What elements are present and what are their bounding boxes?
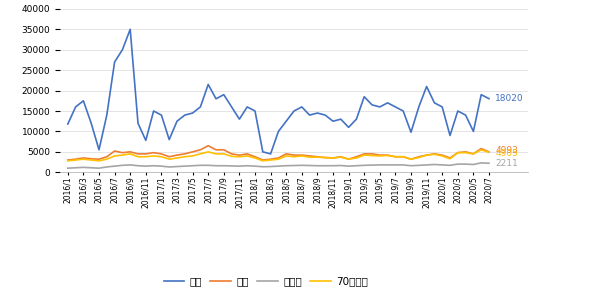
- 70城合计: [470, 152, 477, 156]
- Line: 二线: 二线: [68, 146, 489, 160]
- 三四线: [478, 161, 485, 165]
- 二线: [142, 152, 149, 156]
- 70城合计: [142, 155, 149, 159]
- 三四线: [64, 166, 71, 170]
- Text: 4905: 4905: [495, 149, 518, 158]
- Line: 一线: 一线: [68, 29, 489, 154]
- 70城合计: [478, 148, 485, 151]
- 三四线: [166, 165, 173, 169]
- Line: 三四线: 三四线: [68, 163, 489, 168]
- 70城合计: [485, 151, 493, 154]
- Text: 2211: 2211: [495, 159, 518, 168]
- 三四线: [470, 163, 477, 166]
- 三四线: [142, 164, 149, 168]
- 70城合计: [111, 154, 118, 158]
- 一线: [111, 60, 118, 64]
- 二线: [166, 155, 173, 159]
- 70城合计: [166, 157, 173, 161]
- 70城合计: [220, 152, 227, 156]
- 二线: [228, 152, 235, 156]
- 一线: [485, 97, 493, 100]
- 三四线: [485, 162, 493, 165]
- 二线: [478, 147, 485, 150]
- Text: 18020: 18020: [495, 94, 524, 103]
- 三四线: [220, 164, 227, 168]
- Line: 70城合计: 70城合计: [68, 150, 489, 161]
- 三四线: [111, 164, 118, 168]
- 二线: [111, 149, 118, 153]
- 一线: [228, 105, 235, 109]
- Text: 4993: 4993: [495, 146, 518, 155]
- 一线: [267, 152, 274, 156]
- 二线: [205, 144, 212, 148]
- 一线: [64, 122, 71, 126]
- 一线: [150, 109, 157, 113]
- 二线: [446, 156, 454, 160]
- 二线: [64, 158, 71, 162]
- 二线: [485, 150, 493, 154]
- 一线: [173, 119, 181, 123]
- 三四线: [439, 163, 446, 167]
- Legend: 一线, 二线, 三四线, 70城合计: 一线, 二线, 三四线, 70城合计: [160, 272, 373, 290]
- 70城合计: [439, 154, 446, 158]
- 一线: [454, 109, 461, 113]
- 70城合计: [64, 159, 71, 163]
- 一线: [478, 93, 485, 97]
- 一线: [127, 28, 134, 31]
